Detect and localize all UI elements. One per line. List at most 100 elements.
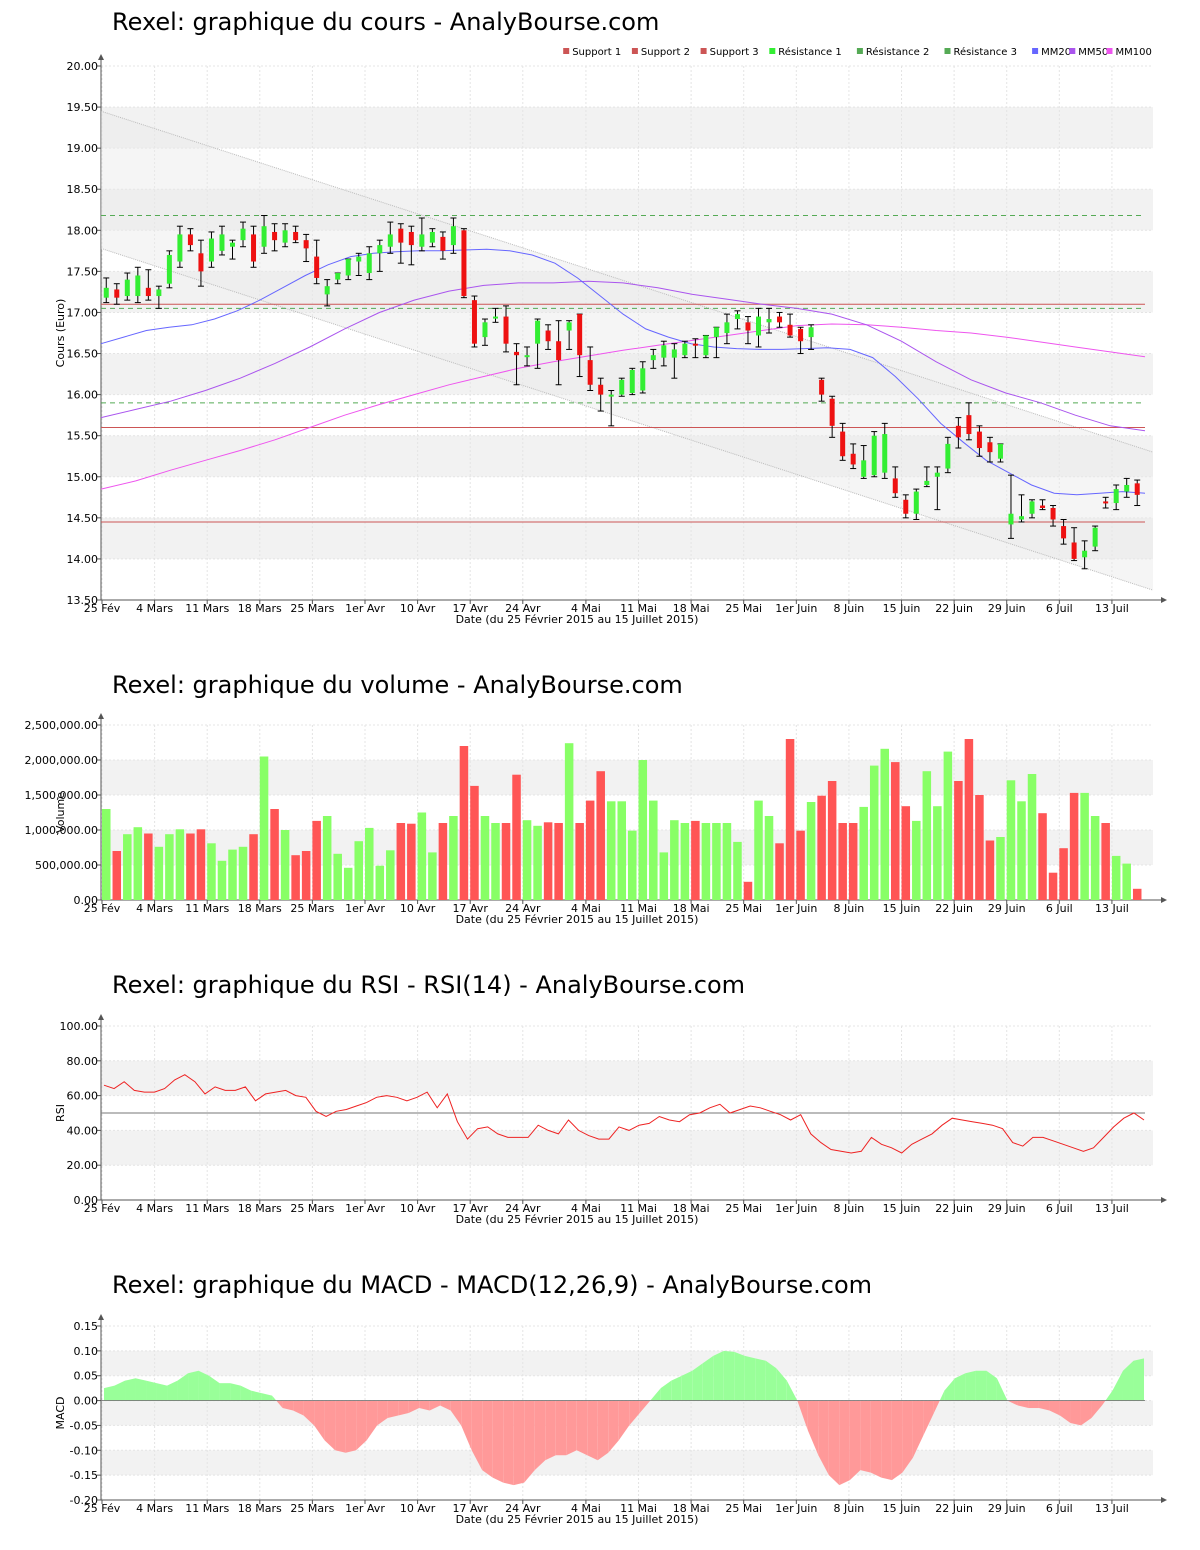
candle-down [408, 231, 414, 246]
x-tick-label: 11 Mai [620, 1202, 657, 1215]
candle-up [671, 349, 677, 358]
volume-bar [322, 816, 332, 900]
candle-up [1008, 513, 1014, 525]
x-tick-label: 25 Mars [290, 902, 334, 915]
volume-bar [312, 820, 321, 900]
macd-area-positive [188, 1370, 199, 1401]
macd-area-positive [713, 1350, 724, 1401]
x-tick-label: 22 Juin [935, 1502, 973, 1515]
macd-area-negative [419, 1400, 430, 1411]
volume-bar [691, 820, 700, 900]
macd-area-positive [650, 1388, 661, 1401]
candle-up [619, 379, 625, 395]
volume-bar [491, 823, 500, 900]
candle-down [987, 442, 993, 453]
candle-up [230, 242, 235, 247]
volume-bar [1006, 780, 1016, 900]
macd-area-negative [282, 1400, 294, 1411]
volume-bar [859, 806, 868, 900]
x-tick-label: 22 Juin [935, 602, 973, 615]
macd-area-negative [377, 1400, 388, 1426]
volume-bar [743, 881, 753, 900]
y-tick-label: 15.00 [67, 471, 99, 484]
candle-down [1071, 542, 1077, 559]
volume-bar [480, 816, 490, 900]
volume-bar [827, 781, 837, 900]
x-tick-label: 15 Juin [883, 602, 921, 615]
legend-swatch [856, 48, 863, 54]
channel-lower-line [100, 247, 1154, 591]
x-tick-label: 25 Fév [84, 1202, 121, 1215]
x-tick-label: 8 Juin [834, 602, 865, 615]
candle-up [324, 286, 330, 295]
volume-bar [1017, 801, 1026, 900]
macd-area-negative [639, 1400, 651, 1413]
volume-bar [796, 830, 805, 900]
volume-bar [638, 760, 648, 900]
y-tick-label: 16.00 [67, 389, 99, 402]
macd-area-positive [272, 1395, 277, 1401]
macd-area-negative [891, 1400, 903, 1481]
candle-down [1040, 505, 1046, 508]
x-tick-label: 22 Juin [935, 1202, 973, 1215]
x-tick-label: 6 Juil [1046, 602, 1073, 615]
x-tick-label: 6 Juil [1046, 902, 1073, 915]
x-axis-arrow [1161, 597, 1167, 603]
legend-label: Résistance 2 [866, 46, 929, 58]
y-tick-label: 0.10 [74, 1345, 99, 1358]
candle-up [124, 279, 130, 297]
candle-down [471, 300, 477, 344]
y-tick-label: 0.00 [74, 894, 99, 907]
legend-swatch [1106, 48, 1113, 54]
candle-up [429, 231, 435, 243]
rsi-chart-title: Rexel: graphique du RSI - RSI(14) - Anal… [112, 971, 746, 999]
macd-area-negative [356, 1400, 367, 1451]
x-tick-label: 13 Juil [1095, 1502, 1129, 1515]
candle-down [314, 256, 320, 278]
macd-area-negative [933, 1400, 940, 1413]
candle-up [861, 460, 867, 477]
volume-bar [175, 829, 185, 900]
macd-area-negative [566, 1400, 577, 1456]
legend-swatch [563, 48, 570, 54]
candle-up [1029, 501, 1035, 514]
candle-up [166, 254, 172, 284]
volume-bar [470, 785, 479, 900]
candle-up [356, 256, 362, 262]
volume-bar [301, 851, 311, 900]
grid-band [101, 1450, 1153, 1476]
macd-area-negative [870, 1400, 882, 1478]
candle-up [913, 491, 919, 514]
y-tick-label: -0.20 [70, 1494, 98, 1507]
y-tick-label: 19.50 [67, 101, 99, 114]
x-tick-label: 25 Fév [84, 1502, 121, 1515]
volume-bar [901, 806, 911, 900]
volume-bar [543, 822, 553, 900]
candle-up [366, 253, 372, 274]
x-tick-label: 11 Mars [185, 902, 229, 915]
volume-bar [733, 841, 742, 900]
volume-bar [617, 801, 626, 900]
volume-bar [1101, 823, 1110, 900]
y-tick-label: 0.15 [74, 1320, 99, 1333]
x-tick-label: 17 Avr [452, 1502, 488, 1515]
x-tick-label: 17 Avr [452, 602, 488, 615]
macd-area-positive [702, 1355, 714, 1401]
macd-area-positive [765, 1360, 777, 1401]
macd-area-negative [450, 1400, 462, 1426]
candle-up [945, 443, 951, 469]
x-tick-label: 4 Mars [136, 902, 173, 915]
candle-up [650, 355, 656, 361]
candle-down [545, 330, 551, 342]
macd-area-negative [902, 1400, 913, 1473]
volume-bar [238, 846, 248, 900]
candle-up [282, 230, 288, 243]
candle-up [261, 226, 267, 247]
candle-up [387, 234, 393, 247]
volume-bar [964, 739, 974, 900]
grid-band [101, 517, 1153, 559]
macd-area-negative [492, 1400, 504, 1483]
volume-bar [575, 823, 584, 900]
volume-bar [954, 781, 963, 900]
x-tick-label: 4 Mars [136, 602, 173, 615]
